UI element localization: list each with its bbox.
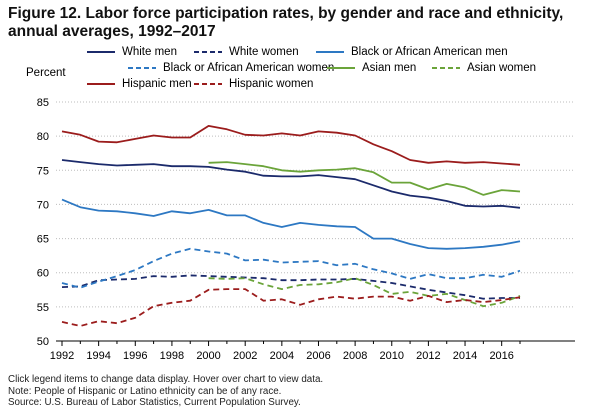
legend-label: Asian women — [467, 62, 537, 74]
legend-swatch-solid-icon — [87, 83, 115, 85]
legend-swatch-dashed-icon — [128, 67, 156, 69]
legend-swatch-solid-icon — [327, 67, 355, 69]
x-tick-label: 2000 — [196, 350, 220, 362]
y-tick-label: 85 — [37, 97, 49, 109]
legend-label: White men — [122, 46, 177, 58]
legend-item-asian-women[interactable]: Asian women — [432, 60, 536, 76]
x-tick-label: 2010 — [380, 350, 404, 362]
chart-footer: Click legend items to change data displa… — [8, 374, 323, 409]
series-line-5[interactable] — [208, 277, 521, 308]
legend-row-2: Black or African American women Asian me… — [0, 60, 590, 76]
legend-label: Black or African American men — [351, 46, 508, 58]
gridlines — [56, 101, 575, 308]
chart-source: Source: U.S. Bureau of Labor Statistics,… — [8, 397, 301, 408]
legend-item-black-men[interactable]: Black or African American men — [316, 44, 508, 60]
legend-item-black-women[interactable]: Black or African American women — [128, 60, 334, 76]
series-line-4[interactable] — [208, 161, 521, 196]
y-tick-label: 65 — [37, 234, 49, 246]
x-tick-label: 2004 — [270, 350, 294, 362]
chart-note: Note: People of Hispanic or Latino ethni… — [8, 385, 282, 397]
series-line-2[interactable] — [61, 198, 521, 250]
legend-item-asian-men[interactable]: Asian men — [327, 60, 416, 76]
chart-title: Figure 12. Labor force participation rat… — [8, 5, 564, 40]
legend-item-hispanic-women[interactable]: Hispanic women — [194, 76, 313, 92]
y-tick-label: 80 — [37, 131, 49, 143]
series-lines[interactable] — [61, 125, 521, 327]
axes: 50 55 60 65 70 75 80 85 1992 1994 1996 1998 2000 2002… — [37, 97, 575, 362]
y-axis-label: Percent — [26, 67, 66, 79]
series-line-1[interactable] — [61, 274, 520, 300]
y-tick-label: 50 — [37, 336, 49, 348]
x-tick-label: 2006 — [306, 350, 330, 362]
x-tick-label: 2016 — [489, 350, 513, 362]
legend-item-white-men[interactable]: White men — [87, 44, 177, 60]
series-line-0[interactable] — [61, 159, 521, 209]
legend-label: Hispanic women — [229, 78, 314, 90]
legend-item-white-women[interactable]: White women — [194, 44, 299, 60]
x-tick-label: 1998 — [160, 350, 184, 362]
legend-label: Asian men — [362, 62, 417, 74]
x-tick-label: 2012 — [416, 350, 440, 362]
legend-item-hispanic-men[interactable]: Hispanic men — [87, 76, 192, 92]
chart-instructions: Click legend items to change data displa… — [8, 374, 324, 385]
legend-swatch-dashed-icon — [432, 67, 460, 69]
legend-swatch-dashed-icon — [194, 51, 222, 53]
legend-row-1: White men White women Black or African A… — [0, 44, 590, 60]
x-tick-label: 1992 — [50, 350, 74, 362]
y-tick-label: 55 — [37, 302, 49, 314]
x-tick-label: 2008 — [343, 350, 367, 362]
x-tick-label: 2014 — [453, 350, 477, 362]
legend-row-3: Hispanic men Hispanic women — [0, 76, 590, 92]
legend-label: White women — [229, 46, 299, 58]
legend-label: Black or African American women — [163, 62, 335, 74]
legend-swatch-dashed-icon — [194, 83, 222, 85]
series-line-7[interactable] — [61, 288, 521, 327]
x-tick-label: 1994 — [86, 350, 110, 362]
x-tick-label: 1996 — [123, 350, 147, 362]
y-tick-label: 70 — [37, 199, 49, 211]
legend-swatch-solid-icon — [316, 51, 344, 53]
y-tick-label: 60 — [37, 268, 49, 280]
y-tick-label: 75 — [37, 165, 49, 177]
series-line-6[interactable] — [61, 125, 521, 166]
x-tick-label: 2002 — [233, 350, 257, 362]
series-line-3[interactable] — [61, 247, 521, 289]
legend-swatch-solid-icon — [87, 51, 115, 53]
legend-label: Hispanic men — [122, 78, 192, 90]
